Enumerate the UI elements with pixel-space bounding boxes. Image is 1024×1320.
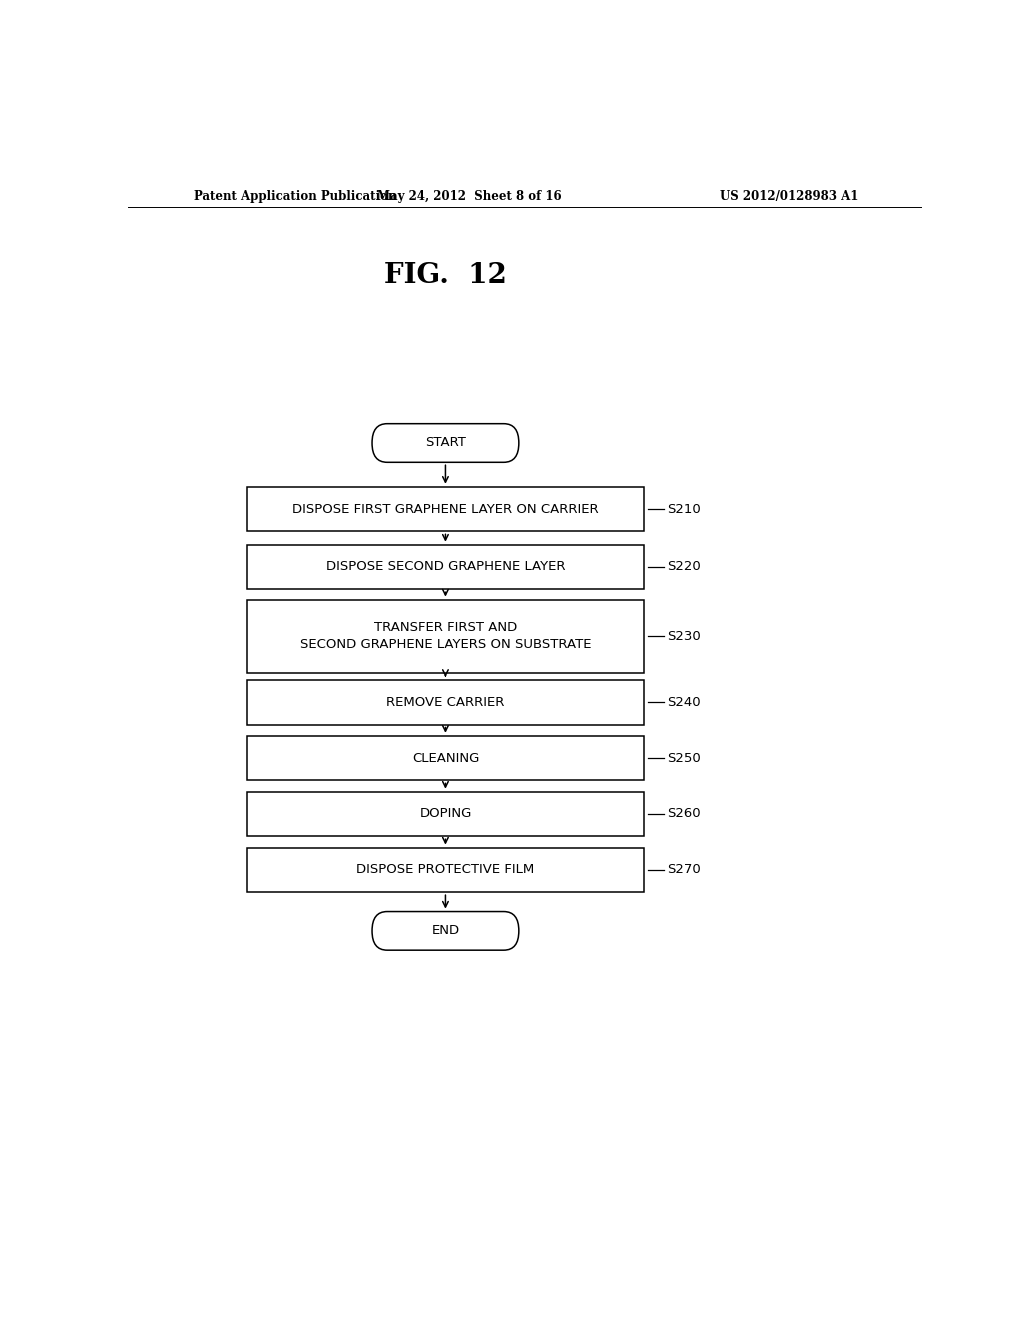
- Text: FIG.  12: FIG. 12: [384, 261, 507, 289]
- FancyBboxPatch shape: [372, 424, 519, 462]
- FancyBboxPatch shape: [247, 487, 644, 532]
- Text: US 2012/0128983 A1: US 2012/0128983 A1: [720, 190, 858, 202]
- Text: END: END: [431, 924, 460, 937]
- Text: S240: S240: [667, 696, 700, 709]
- FancyBboxPatch shape: [247, 847, 644, 892]
- Text: Patent Application Publication: Patent Application Publication: [194, 190, 396, 202]
- Text: May 24, 2012  Sheet 8 of 16: May 24, 2012 Sheet 8 of 16: [377, 190, 561, 202]
- FancyBboxPatch shape: [247, 792, 644, 837]
- FancyBboxPatch shape: [247, 599, 644, 673]
- FancyBboxPatch shape: [247, 680, 644, 725]
- Text: TRANSFER FIRST AND
SECOND GRAPHENE LAYERS ON SUBSTRATE: TRANSFER FIRST AND SECOND GRAPHENE LAYER…: [300, 622, 591, 651]
- Text: S210: S210: [667, 503, 700, 516]
- Text: START: START: [425, 437, 466, 450]
- Text: DISPOSE PROTECTIVE FILM: DISPOSE PROTECTIVE FILM: [356, 863, 535, 876]
- Text: S230: S230: [667, 630, 700, 643]
- FancyBboxPatch shape: [247, 735, 644, 780]
- FancyBboxPatch shape: [247, 545, 644, 589]
- Text: S260: S260: [667, 808, 700, 821]
- Text: DOPING: DOPING: [419, 808, 472, 821]
- Text: S270: S270: [667, 863, 700, 876]
- Text: S250: S250: [667, 751, 700, 764]
- Text: DISPOSE FIRST GRAPHENE LAYER ON CARRIER: DISPOSE FIRST GRAPHENE LAYER ON CARRIER: [292, 503, 599, 516]
- Text: CLEANING: CLEANING: [412, 751, 479, 764]
- Text: S220: S220: [667, 561, 700, 573]
- Text: DISPOSE SECOND GRAPHENE LAYER: DISPOSE SECOND GRAPHENE LAYER: [326, 561, 565, 573]
- FancyBboxPatch shape: [372, 912, 519, 950]
- Text: REMOVE CARRIER: REMOVE CARRIER: [386, 696, 505, 709]
